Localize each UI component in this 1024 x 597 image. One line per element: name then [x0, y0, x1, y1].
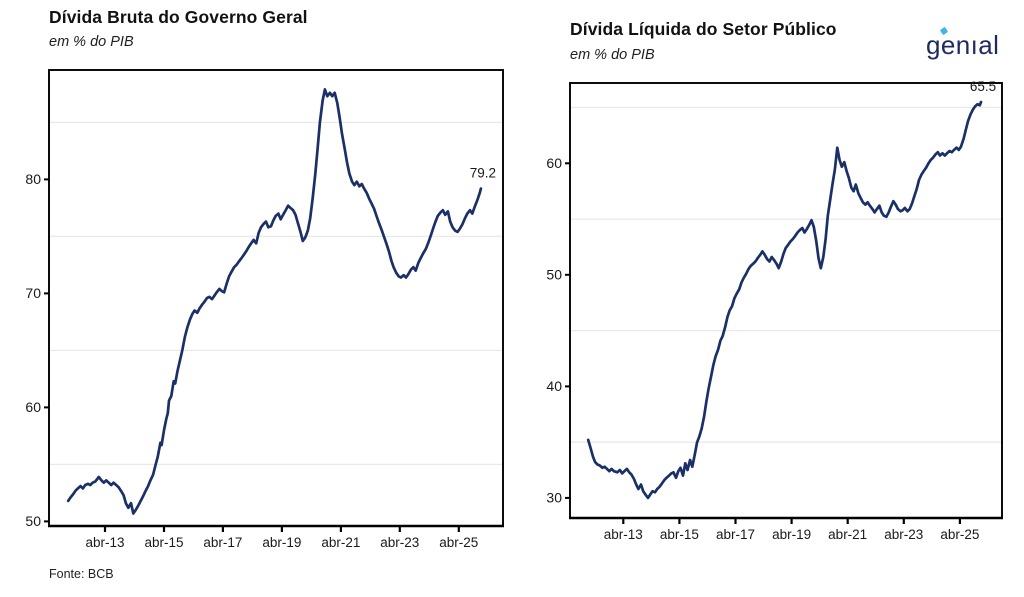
- y-axis-label: 60: [25, 399, 41, 415]
- x-axis-label: abr-19: [262, 535, 301, 550]
- debt-line-series: [66, 88, 483, 515]
- x-axis-label: abr-25: [940, 527, 979, 542]
- y-axis-label: 80: [25, 171, 41, 187]
- chart-title-gross-debt: Dívida Bruta do Governo Geral: [49, 7, 308, 27]
- x-axis-label: abr-13: [604, 527, 643, 542]
- plot-frame: [48, 69, 504, 527]
- chart-subtitle-net-debt: em % do PIB: [570, 47, 655, 63]
- logo-text: genıal: [926, 30, 1000, 60]
- x-axis-label: abr-13: [85, 535, 124, 550]
- plot-frame: [569, 82, 1003, 519]
- y-axis-label: 70: [25, 285, 41, 301]
- chart-title-net-debt: Dívida Líquida do Setor Público: [570, 19, 837, 39]
- last-value-label: 65.5: [970, 79, 996, 94]
- y-axis-label: 30: [546, 490, 562, 506]
- y-axis-label: 60: [546, 155, 562, 171]
- x-axis-label: abr-25: [439, 535, 478, 550]
- last-value-label: 79.2: [470, 166, 496, 181]
- x-axis-label: abr-23: [884, 527, 923, 542]
- source-note: Fonte: BCB: [49, 567, 114, 581]
- x-axis-label: abr-21: [828, 527, 867, 542]
- genial-logo: genıal: [926, 26, 1000, 64]
- debt-line-series: [586, 100, 983, 500]
- y-axis-label: 40: [546, 378, 562, 394]
- x-axis-label: abr-17: [203, 535, 242, 550]
- x-axis-label: abr-15: [660, 527, 699, 542]
- x-axis-label: abr-21: [321, 535, 360, 550]
- x-axis-label: abr-19: [772, 527, 811, 542]
- y-axis-label: 50: [546, 267, 562, 283]
- x-axis-label: abr-23: [380, 535, 419, 550]
- chart-subtitle-gross-debt: em % do PIB: [49, 34, 134, 50]
- y-axis-label: 50: [25, 513, 41, 529]
- x-axis-label: abr-15: [144, 535, 183, 550]
- x-axis-label: abr-17: [716, 527, 755, 542]
